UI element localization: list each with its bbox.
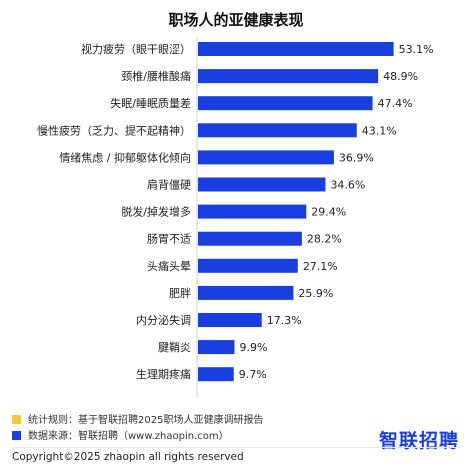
category-label: 慢性疲劳（乏力、提不起精神） (37, 123, 191, 137)
category-label: 内分泌失调 (136, 313, 191, 327)
bar (198, 42, 394, 56)
rule-text: 统计规则：基于智联招聘2025职场人亚健康调研报告 (28, 415, 264, 426)
category-label: 失眠/睡眠质量差 (110, 96, 191, 110)
bar (198, 69, 379, 84)
category-label: 颈椎/腰椎酸痛 (121, 69, 191, 83)
source-legend-square (12, 430, 21, 440)
bar-value-label: 25.9% (298, 287, 333, 300)
chart-title: 职场人的亚健康表现 (168, 11, 303, 29)
bar (198, 340, 235, 355)
category-label: 视力疲劳（眼干眼涩） (81, 42, 191, 56)
category-label: 情绪焦虑 / 抑郁躯体化倾向 (59, 150, 191, 164)
category-label: 生理期疼痛 (136, 367, 191, 381)
footer-source: 数据来源：智联招聘（www.zhaopin.com） (12, 427, 229, 442)
bar-value-label: 48.9% (383, 70, 418, 83)
bar-value-label: 43.1% (362, 124, 397, 137)
bar (198, 123, 357, 138)
bar-value-label: 34.6% (330, 179, 365, 192)
footer-rule: 统计规则：基于智联招聘2025职场人亚健康调研报告 (12, 411, 263, 426)
bar-value-label: 27.1% (303, 260, 338, 273)
bar-value-label: 36.9% (339, 151, 374, 164)
bar (198, 258, 298, 273)
bar-value-label: 17.3% (267, 314, 302, 327)
bar-value-label: 29.4% (311, 206, 346, 219)
bar (198, 231, 302, 246)
footer-divider (12, 447, 461, 448)
source-text: 数据来源：智联招聘（www.zhaopin.com） (28, 431, 229, 442)
bar-value-label: 53.1% (399, 43, 434, 56)
zhaopin-logo: 智联招聘 (378, 430, 459, 452)
bar-value-label: 47.4% (378, 97, 413, 110)
category-label: 肠胃不适 (147, 233, 191, 246)
category-label: 头痛头晕 (147, 259, 191, 273)
category-label: 肩背僵硬 (147, 178, 191, 192)
category-label: 肥胖 (169, 287, 191, 300)
bar-value-label: 9.7% (239, 368, 267, 381)
bar (198, 177, 326, 192)
bar (198, 150, 334, 165)
bar (198, 367, 234, 382)
bar-value-label: 28.2% (307, 233, 342, 246)
bar (198, 285, 294, 300)
rule-legend-square (12, 414, 21, 424)
bar-chart: 职场人的亚健康表现 视力疲劳（眼干眼涩） 53.1% 颈椎/腰椎酸痛 48.9% 失眠/… (37, 11, 434, 398)
category-label: 脱发/掉发增多 (121, 205, 191, 219)
bar-value-label: 9.9% (239, 341, 267, 354)
bar (198, 96, 373, 111)
bar (198, 313, 262, 327)
bars-layer: 视力疲劳（眼干眼涩） 53.1% 颈椎/腰椎酸痛 48.9% 失眠/睡眠质量差 47.4%… (37, 42, 434, 382)
category-label: 腱鞘炎 (158, 340, 191, 354)
bar (198, 204, 307, 219)
copyright-text: Copyright©2025 zhaopin all rights reserv… (12, 451, 244, 463)
